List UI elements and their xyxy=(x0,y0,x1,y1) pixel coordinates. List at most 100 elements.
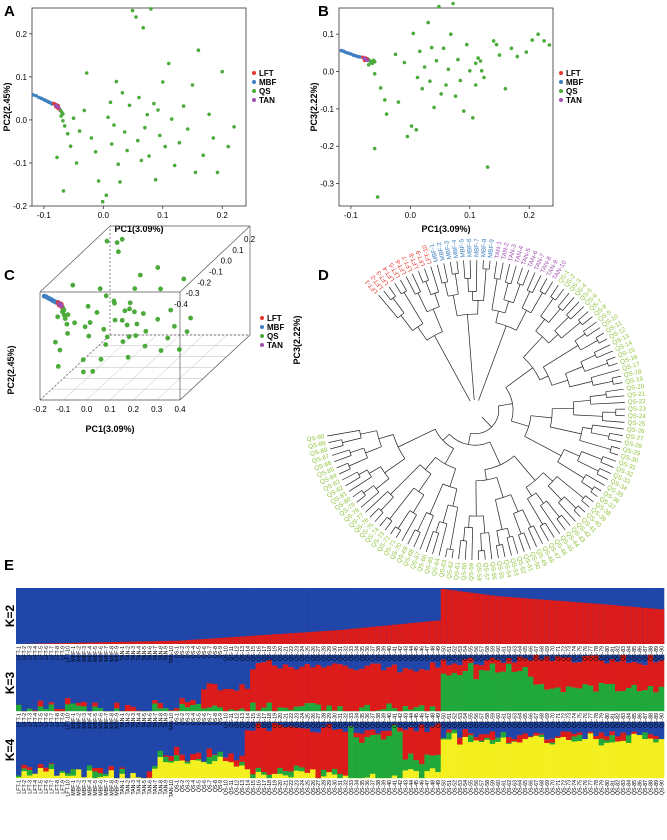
sample-label: QS-24 xyxy=(300,713,306,728)
sample-label: QS-15 xyxy=(251,646,257,661)
bar-k4-blue xyxy=(380,722,387,732)
sample-label: QS-26 xyxy=(311,780,317,795)
bar-k4-green xyxy=(59,770,66,773)
point-qs xyxy=(402,60,407,65)
bar-k2-blue xyxy=(146,588,153,644)
tree-branch xyxy=(330,445,344,450)
tree-branch xyxy=(585,495,594,503)
tree-branch xyxy=(510,494,519,512)
legend-marker-tan xyxy=(260,343,264,347)
bar-k3-green xyxy=(473,679,480,712)
bar-k3-red xyxy=(598,660,605,684)
bar-k3-red xyxy=(179,698,186,705)
tree-branch xyxy=(535,319,545,332)
sample-label: MBF-6 xyxy=(98,713,104,729)
bar-k2-blue xyxy=(293,588,300,644)
bar-k3-red xyxy=(560,657,567,693)
sample-label: QS-84 xyxy=(627,780,633,795)
bar-k4-blue xyxy=(288,722,295,727)
bar-k4-green xyxy=(103,773,109,777)
bar-k2-red xyxy=(299,632,305,644)
bar-k3-green xyxy=(576,688,583,712)
bar-k3-green xyxy=(228,709,235,712)
sample-label: QS-58 xyxy=(485,780,491,795)
bar-k3-green xyxy=(364,704,371,712)
point-qs xyxy=(485,165,490,169)
bar-k4-green xyxy=(625,735,632,744)
bar-k4-yellow xyxy=(157,757,164,779)
bar-k2-red xyxy=(135,641,142,644)
tree-branch xyxy=(574,333,586,342)
bar-k3-green xyxy=(380,709,387,712)
tree-branch xyxy=(591,432,610,437)
bar-k2-red xyxy=(266,634,273,644)
tree-branch xyxy=(334,455,352,463)
sample-label: QS-88 xyxy=(648,713,654,728)
bar-k2-blue xyxy=(222,588,229,644)
bar-k3-blue xyxy=(609,655,616,660)
bar-k3-green xyxy=(631,684,638,712)
sample-label: QS-18 xyxy=(267,780,273,795)
point-qs xyxy=(415,75,420,80)
bar-k4-green xyxy=(609,735,616,743)
leaf-label: QS-89 xyxy=(308,440,328,451)
point-qs xyxy=(84,71,89,75)
bar-k3-blue xyxy=(26,655,33,709)
bar-k3-red xyxy=(604,663,610,685)
tree-branch xyxy=(425,531,434,552)
tree-branch xyxy=(489,441,501,465)
sample-label: QS-30 xyxy=(333,713,339,728)
bar-k3-green xyxy=(653,692,659,712)
bar-k2-blue xyxy=(277,588,284,644)
bar-k3-blue xyxy=(250,655,256,670)
tree-branch xyxy=(365,446,382,454)
sample-label: QS-51 xyxy=(447,713,453,728)
bar-k4-blue xyxy=(266,722,273,732)
tree-branch xyxy=(452,488,458,507)
leaf-label: MBF-4 xyxy=(451,239,460,259)
tree-branch xyxy=(412,494,425,513)
tree-branch xyxy=(578,505,586,513)
sample-label: QS-20 xyxy=(278,646,284,661)
point-qs xyxy=(152,101,156,106)
bar-k4-blue xyxy=(642,722,648,733)
point-qs xyxy=(61,119,65,123)
sample-label: QS-11 xyxy=(229,713,235,728)
sample-label: QS-23 xyxy=(294,646,300,661)
sample-label: TAN-6 xyxy=(147,780,153,795)
bar-k4-blue xyxy=(54,722,60,776)
sample-label: QS-36 xyxy=(365,646,371,661)
bar-k2-blue xyxy=(163,588,169,644)
sample-label: QS-21 xyxy=(284,646,290,661)
point-qs xyxy=(136,138,140,143)
bar-k4-yellow xyxy=(642,739,648,779)
sample-label: QS-74 xyxy=(572,780,578,795)
tree-branch xyxy=(544,281,553,295)
bar-k4-yellow xyxy=(75,769,82,779)
tree-arc xyxy=(600,456,604,463)
bar-k3-red xyxy=(467,657,474,664)
bar-k3-blue xyxy=(511,655,518,663)
sample-label: QS-16 xyxy=(256,713,262,728)
bar-k4-red xyxy=(266,731,273,775)
bar-k4-red xyxy=(119,767,126,770)
bar-k4-blue xyxy=(413,722,420,732)
sample-label: QS-55 xyxy=(469,780,475,795)
bar-k4-red xyxy=(533,732,540,736)
bar-k2-red xyxy=(342,629,349,644)
leaf-label: QS-29 xyxy=(622,446,642,458)
x-axis-label: PC1(3.09%) xyxy=(114,224,163,234)
sample-label: QS-8 xyxy=(213,780,219,792)
bar-k4-red xyxy=(402,729,409,760)
depth-tick-label: -0.3 xyxy=(186,289,200,298)
tree-branch xyxy=(495,311,499,323)
bar-k2-red xyxy=(239,636,246,644)
tree-arc xyxy=(557,306,563,311)
sample-label: QS-35 xyxy=(360,646,366,661)
bar-k4-green xyxy=(478,740,485,743)
bar-k2-red xyxy=(604,604,610,644)
sample-label: QS-90 xyxy=(659,780,665,795)
bar-k3-red xyxy=(457,665,463,676)
point-qs xyxy=(55,314,61,320)
point-qs xyxy=(473,61,478,66)
